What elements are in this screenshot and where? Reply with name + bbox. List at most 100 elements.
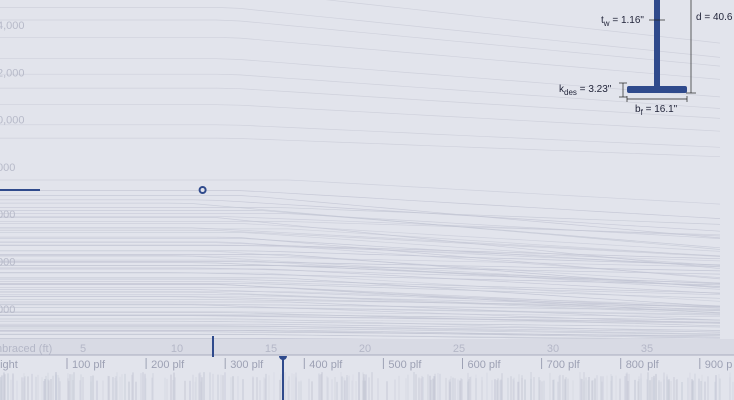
weight-tick-label: 800 plf [626,359,660,371]
background-series-line [0,210,721,249]
background-series-line [0,314,721,321]
background-series-line [0,241,721,278]
x-tick-label: 30 [547,343,559,355]
weight-tick-label: 900 p [705,359,733,371]
background-series-line [0,190,721,219]
background-series-line [0,261,721,272]
background-series-line [0,244,721,262]
x-tick-label: 35 [641,343,653,355]
highlight-point-marker[interactable] [198,186,207,194]
background-series-line [0,284,721,309]
background-series-line [0,327,721,335]
background-series-line [0,221,721,236]
background-series-line [0,320,721,328]
background-series-line [0,272,721,302]
background-series-line [0,295,721,307]
background-series-line [0,195,721,239]
background-series-line [0,199,721,232]
background-series-line [0,325,721,333]
background-series-line [0,330,721,339]
background-series-line [0,326,721,335]
background-series-line [0,287,721,312]
weight-distribution-barcode [0,372,734,400]
y-tick-label: 000 [0,304,15,316]
background-series-line [325,0,721,44]
background-series-line [0,250,721,266]
background-series-line [0,281,721,296]
background-series-line [0,19,721,67]
background-series-line [0,265,721,288]
background-series-line [0,137,721,158]
background-series-line [0,296,721,310]
weight-tick-label: 400 plf [309,359,343,371]
background-series-line [0,272,721,286]
background-series-line [0,331,721,337]
kdes-value: 3.23" [588,84,611,95]
background-series-line [0,245,721,260]
y-tick-label: 4,000 [0,20,25,32]
flange-width-label: bf = 16.1" [635,104,678,117]
weight-tick-label: 700 plf [547,359,581,371]
background-series-line [0,217,721,270]
background-series-line [0,87,721,119]
background-series-line [0,7,721,58]
x-tick-label: 5 [80,343,86,355]
weight-tick-label: 500 plf [388,359,422,371]
x-tick-label: 15 [265,343,277,355]
background-series-line [0,223,721,252]
y-tick-label: 2,000 [0,67,25,79]
web-thickness-value: 1.16" [621,15,644,26]
background-series-line [0,278,721,294]
depth-label: d = 40.6 [696,12,733,23]
weight-tick-label: 100 plf [72,359,106,371]
background-series-line [0,124,721,148]
x-axis-ticks: 5 10 15 20 25 30 35 [80,343,653,355]
depth-value: 40.6 [713,12,733,23]
x-axis-label: nbraced (ft) [0,343,52,355]
weight-slider-knob[interactable] [279,356,287,360]
weight-axis-ticks: 100 plf 200 plf 300 plf 400 plf 500 plf 600 p… [66,358,733,371]
weight-tick-label: 600 plf [468,359,502,371]
section-web [654,0,660,88]
kdes-label: kdes = 3.23" [559,84,612,97]
background-series-line [0,301,721,321]
background-series-line [0,311,721,318]
background-series-line [0,291,721,307]
background-series-line [0,333,721,340]
background-series-line [0,267,721,284]
background-series-line [0,282,721,299]
background-series-line [0,207,721,225]
y-tick-label: 000 [0,257,15,269]
y-axis-ticks: 4,000 2,000 0,000 000 000 000 000 [0,20,25,316]
web-thickness-label: tw = 1.16" [601,15,644,28]
x-tick-label: 25 [453,343,465,355]
background-series-line [0,104,721,132]
weight-slider-handle[interactable] [279,356,287,400]
background-series-line [0,255,721,268]
background-series-line [0,303,721,312]
background-series-line [0,323,721,331]
x-axis-band [0,339,734,355]
background-series-line [0,319,721,324]
background-series-line [0,299,721,308]
background-series-line [0,36,721,80]
y-tick-label: 0,000 [0,115,25,127]
background-series-line [0,229,721,257]
background-series-line [0,58,721,98]
weight-tick-label: 300 plf [230,359,264,371]
weight-tick-label: 200 plf [151,359,185,371]
flange-width-value: 16.1" [654,104,677,115]
background-series-line [0,268,721,294]
background-series-lines [0,0,721,347]
background-series-line [0,315,721,324]
background-series-line [0,227,721,257]
x-tick-label: 20 [359,343,371,355]
y-tick-label: 000 [0,162,15,174]
background-series-line [0,228,721,257]
y-tick-label: 000 [0,209,15,221]
weight-axis-label: eight [0,359,18,371]
background-series-line [0,307,721,316]
x-tick-label: 10 [171,343,183,355]
background-series-line [0,73,721,109]
